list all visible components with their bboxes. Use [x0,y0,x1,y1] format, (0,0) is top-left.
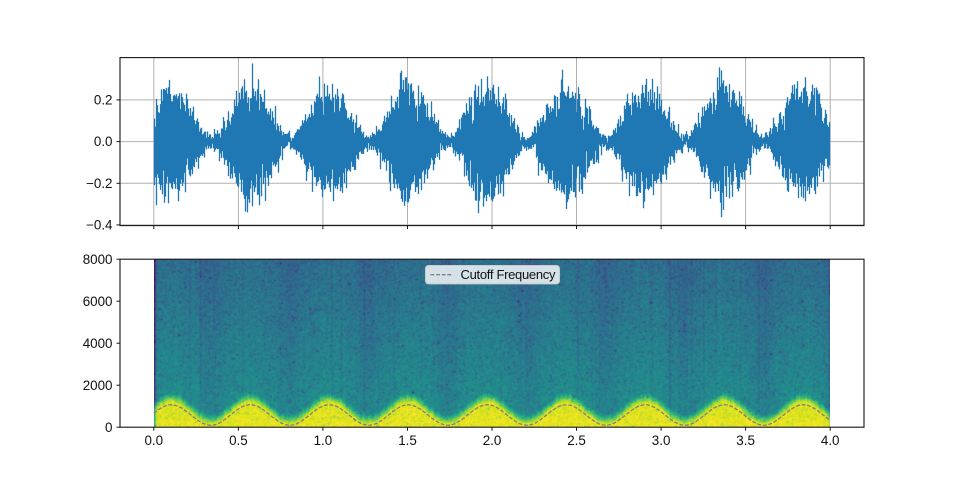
svg-text:0.0: 0.0 [94,134,113,149]
svg-text:1.0: 1.0 [314,433,333,448]
svg-text:2.5: 2.5 [567,433,586,448]
svg-text:2000: 2000 [83,378,113,393]
svg-text:1.5: 1.5 [398,433,417,448]
svg-text:0.0: 0.0 [144,433,163,448]
svg-text:−0.4: −0.4 [86,218,113,233]
svg-text:2.0: 2.0 [483,433,502,448]
svg-text:0.2: 0.2 [94,93,113,108]
svg-text:3.0: 3.0 [652,433,671,448]
svg-text:8000: 8000 [83,252,113,267]
svg-text:4.0: 4.0 [821,433,840,448]
svg-text:−0.2: −0.2 [86,176,112,191]
svg-text:3.5: 3.5 [736,433,755,448]
svg-text:4000: 4000 [83,336,113,351]
svg-text:Cutoff Frequency: Cutoff Frequency [461,267,556,282]
svg-text:6000: 6000 [83,294,113,309]
svg-text:0.5: 0.5 [229,433,248,448]
svg-text:0: 0 [105,420,112,435]
